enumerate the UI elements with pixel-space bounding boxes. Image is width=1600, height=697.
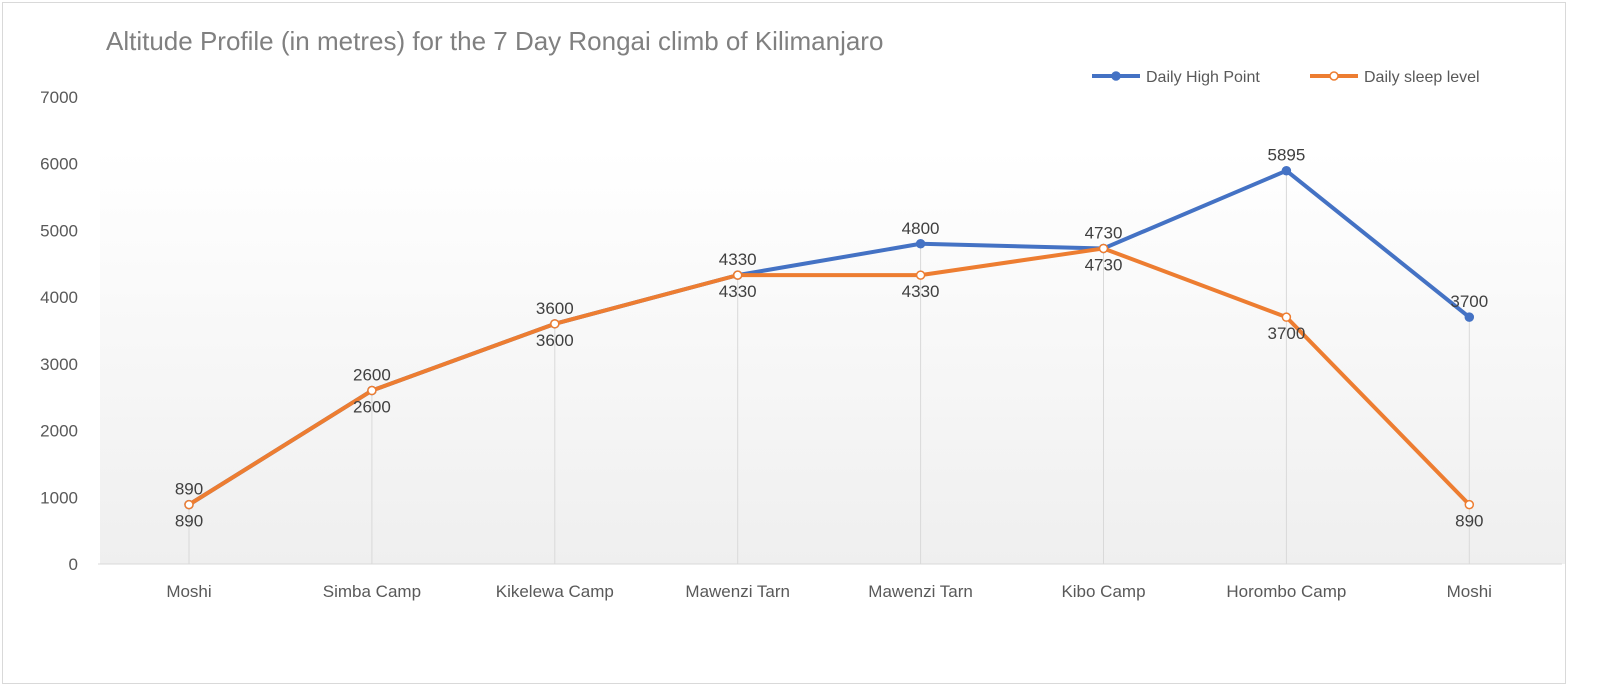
legend-label: Daily High Point [1146, 69, 1260, 86]
plot-area [100, 150, 1565, 564]
y-tick-label: 3000 [40, 355, 78, 374]
y-tick-label: 2000 [40, 422, 78, 441]
legend-marker-icon [1111, 71, 1121, 81]
x-tick-label: Kibo Camp [1061, 582, 1145, 601]
data-label-sleep: 3600 [536, 331, 574, 350]
data-label-high: 2600 [353, 366, 391, 385]
y-tick-label: 4000 [40, 288, 78, 307]
data-label-sleep: 4330 [902, 282, 940, 301]
x-tick-label: Moshi [166, 582, 211, 601]
data-label-high: 4330 [719, 250, 757, 269]
y-tick-label: 1000 [40, 488, 78, 507]
y-tick-label: 5000 [40, 221, 78, 240]
data-label-sleep: 4330 [719, 282, 757, 301]
data-label-sleep: 2600 [353, 398, 391, 417]
data-point [1281, 312, 1292, 322]
data-point [732, 270, 743, 280]
data-label-high: 5895 [1267, 146, 1305, 165]
series-line-sleep [187, 246, 1471, 507]
x-tick-label: Mawenzi Tarn [868, 582, 973, 601]
legend-item: Daily High Point [1092, 69, 1260, 86]
data-point [1281, 165, 1292, 176]
y-tick-label: 6000 [40, 155, 78, 174]
data-label-high: 3700 [1450, 292, 1488, 311]
chart-title: Altitude Profile (in metres) for the 7 D… [106, 26, 883, 56]
data-point [1098, 243, 1109, 254]
x-tick-label: Horombo Camp [1226, 582, 1346, 601]
data-point [915, 270, 926, 280]
data-label-sleep: 890 [175, 512, 203, 531]
legend-item: Daily sleep level [1310, 69, 1480, 86]
data-label-high: 3600 [536, 299, 574, 318]
data-label-sleep: 3700 [1267, 324, 1305, 343]
data-point [1464, 499, 1475, 510]
legend-marker-icon [1329, 71, 1339, 81]
x-tick-label: Kikelewa Camp [496, 582, 614, 601]
data-point [1464, 312, 1475, 322]
x-tick-label: Moshi [1447, 582, 1492, 601]
legend-label: Daily sleep level [1364, 69, 1480, 86]
data-label-sleep: 890 [1455, 512, 1483, 531]
data-point [184, 499, 194, 510]
data-point [550, 319, 560, 329]
data-label-high: 4730 [1085, 223, 1123, 242]
data-point [915, 239, 926, 249]
y-tick-label: 0 [69, 555, 78, 574]
x-tick-label: Mawenzi Tarn [685, 582, 790, 601]
data-label-high: 4800 [902, 219, 940, 238]
y-tick-label: 7000 [40, 88, 78, 107]
data-label-sleep: 4730 [1085, 255, 1123, 274]
data-point [367, 385, 377, 396]
data-label-high: 890 [175, 480, 203, 499]
x-tick-label: Simba Camp [323, 582, 421, 601]
